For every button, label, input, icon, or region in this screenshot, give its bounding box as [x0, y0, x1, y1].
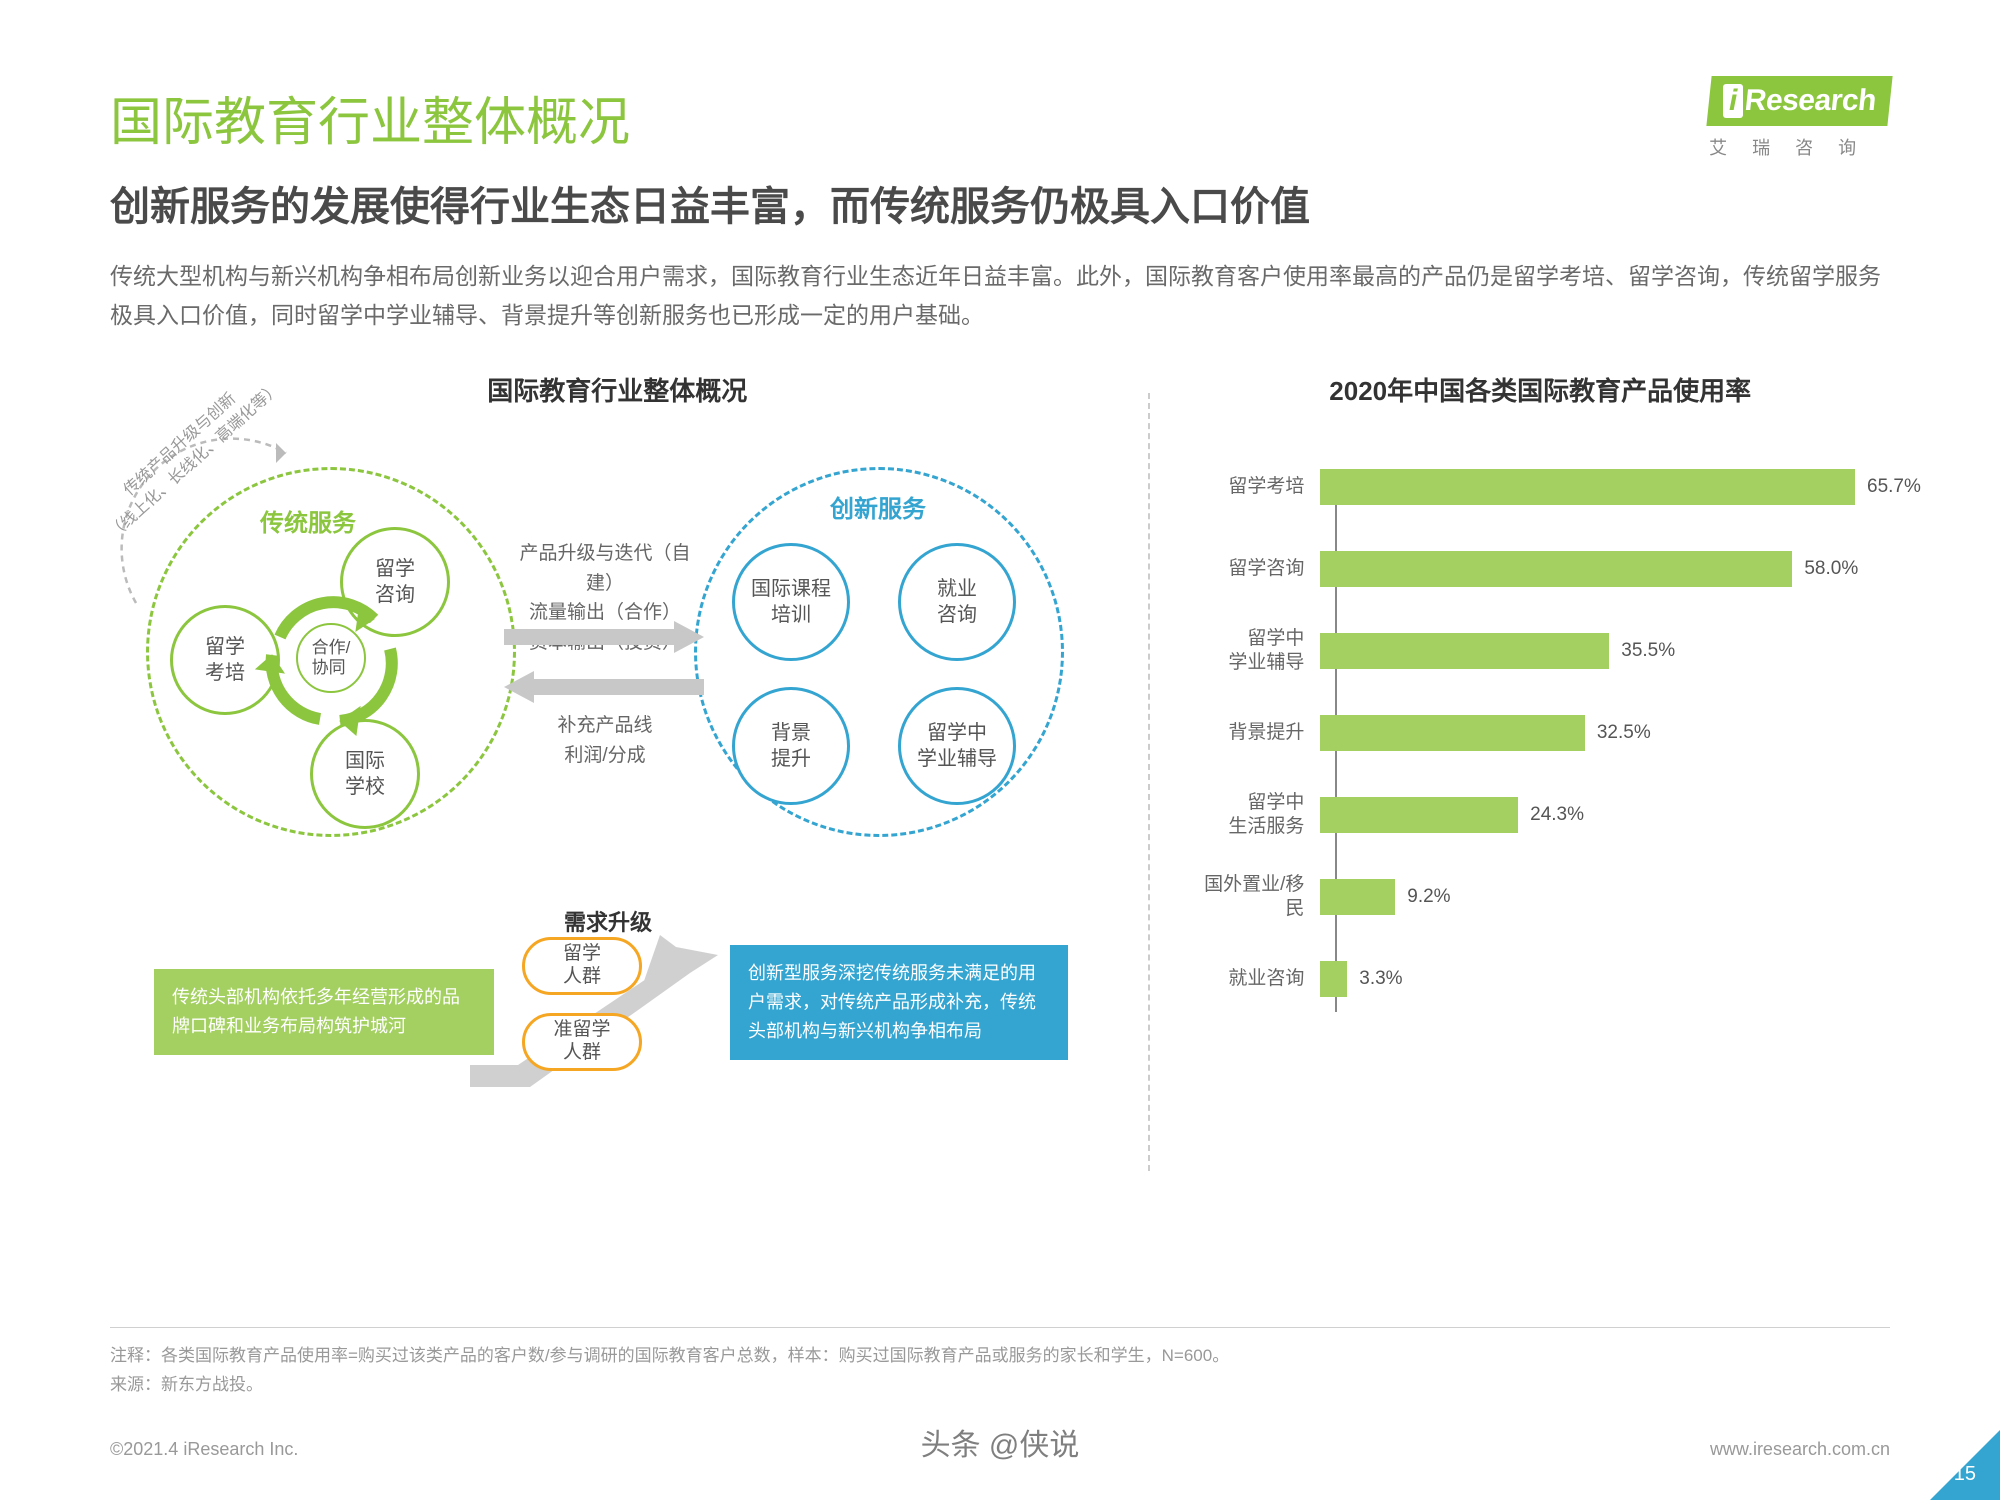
- bar-track: 65.7%: [1320, 469, 1890, 505]
- bar-row: 留学中学业辅导 35.5%: [1190, 618, 1890, 684]
- bar-fill: [1320, 797, 1518, 833]
- bar-fill: [1320, 469, 1855, 505]
- bar-label: 背景提升: [1190, 721, 1320, 746]
- innovation-box: 创新型服务深挖传统服务未满足的用户需求，对传统产品形成补充，传统头部机构与新兴机…: [730, 945, 1068, 1059]
- watermark: 头条 @侠说: [921, 1420, 1080, 1464]
- pill-study: 留学人群: [522, 937, 642, 995]
- bar-row: 国外置业/移民 9.2%: [1190, 864, 1890, 930]
- link-text-bottom: 补充产品线利润/分成: [540, 711, 670, 770]
- body-paragraph: 传统大型机构与新兴机构争相布局创新业务以迎合用户需求，国际教育行业生态近年日益丰…: [110, 257, 1890, 335]
- chart-title: 2020年中国各类国际教育产品使用率: [1190, 371, 1890, 408]
- bar-track: 35.5%: [1320, 633, 1890, 669]
- bar-label: 就业咨询: [1190, 967, 1320, 992]
- bar-value: 3.3%: [1359, 968, 1402, 990]
- logo-box: iResearch: [1706, 76, 1892, 126]
- diagram-panel: 国际教育行业整体概况 传统产品升级与创新（线上化、长线化、高端化等） 传统服务 …: [110, 371, 1124, 1191]
- bar-row: 就业咨询 3.3%: [1190, 946, 1890, 1012]
- logo-subtitle: 艾 瑞 咨 询: [1709, 134, 1890, 160]
- bar-fill: [1320, 879, 1395, 915]
- bar-value: 35.5%: [1621, 640, 1675, 662]
- bar-row: 留学考培65.7%: [1190, 454, 1890, 520]
- divider: [1148, 393, 1150, 1171]
- bar-fill: [1320, 551, 1792, 587]
- bar-track: 9.2%: [1320, 879, 1890, 915]
- innovation-label: 创新服务: [830, 489, 926, 524]
- bar-label: 留学考培: [1190, 475, 1320, 500]
- bar-value: 9.2%: [1407, 886, 1450, 908]
- node-course: 国际课程培训: [732, 543, 850, 661]
- bar-chart: 留学考培65.7% 留学咨询 58.0% 留学中学业辅导 35.5% 背景提升 32.5% 留…: [1190, 454, 1890, 1012]
- node-career: 就业咨询: [898, 543, 1016, 661]
- content-area: 国际教育行业整体概况 传统产品升级与创新（线上化、长线化、高端化等） 传统服务 …: [110, 371, 1890, 1191]
- bar-value: 32.5%: [1597, 722, 1651, 744]
- bar-track: 32.5%: [1320, 715, 1890, 751]
- page-number: 15: [1954, 1463, 1976, 1486]
- bar-value: 24.3%: [1530, 804, 1584, 826]
- pill-prestudy: 准留学人群: [522, 1013, 642, 1071]
- bar-track: 58.0%: [1320, 551, 1890, 587]
- logo: iResearch 艾 瑞 咨 询: [1709, 76, 1890, 160]
- bar-row: 留学中生活服务 24.3%: [1190, 782, 1890, 848]
- bar-value: 58.0%: [1804, 558, 1858, 580]
- bar-label: 留学咨询: [1190, 557, 1320, 582]
- arrow-left-icon: [504, 669, 704, 705]
- bar-track: 24.3%: [1320, 797, 1890, 833]
- bar-row: 留学咨询 58.0%: [1190, 536, 1890, 602]
- bar-label: 国外置业/移民: [1190, 873, 1320, 922]
- bar-label: 留学中学业辅导: [1190, 627, 1320, 676]
- bar-value: 65.7%: [1867, 476, 1921, 498]
- bar-fill: [1320, 633, 1609, 669]
- node-tutor: 留学中学业辅导: [898, 687, 1016, 805]
- footnote: 注释：各类国际教育产品使用率=购买过该类产品的客户数/参与调研的国际教育客户总数…: [110, 1327, 1890, 1400]
- bar-label: 留学中生活服务: [1190, 791, 1320, 840]
- bar-track: 3.3%: [1320, 961, 1890, 997]
- cycle-arrows-icon: [232, 559, 432, 759]
- bar-fill: [1320, 961, 1347, 997]
- bar-row: 背景提升 32.5%: [1190, 700, 1890, 766]
- page-subtitle: 创新服务的发展使得行业生态日益丰富，而传统服务仍极具入口价值: [110, 179, 1890, 235]
- footer-right: www.iresearch.com.cn: [1710, 1439, 1890, 1460]
- bar-fill: [1320, 715, 1584, 751]
- footer-left: ©2021.4 iResearch Inc.: [110, 1439, 298, 1460]
- traditional-label: 传统服务: [260, 503, 356, 538]
- page-title: 国际教育行业整体概况: [110, 80, 1890, 155]
- arrow-right-icon: [504, 619, 704, 655]
- node-background: 背景提升: [732, 687, 850, 805]
- chart-panel: 2020年中国各类国际教育产品使用率 留学考培65.7% 留学咨询 58.0% 留学中…: [1148, 371, 1890, 1191]
- traditional-box: 传统头部机构依托多年经营形成的品牌口碑和业务布局构筑护城河: [154, 969, 494, 1055]
